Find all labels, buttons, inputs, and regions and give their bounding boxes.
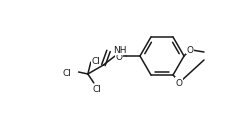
Text: Cl: Cl — [63, 68, 72, 77]
Text: O: O — [115, 52, 122, 61]
Text: NH: NH — [114, 46, 127, 55]
Text: Cl: Cl — [91, 56, 100, 65]
Text: Cl: Cl — [92, 85, 101, 94]
Text: O: O — [176, 78, 183, 87]
Text: O: O — [187, 45, 193, 54]
